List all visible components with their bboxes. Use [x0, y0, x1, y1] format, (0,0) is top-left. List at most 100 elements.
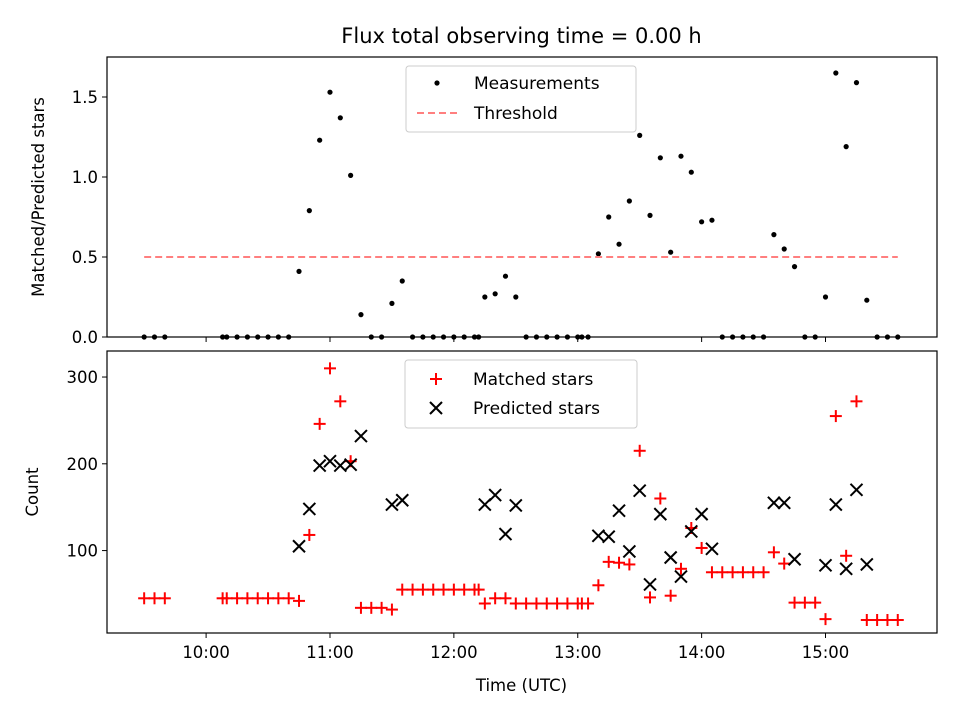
predicted-star-point	[787, 552, 802, 566]
predicted-star-point	[839, 562, 853, 576]
measurement-point	[358, 312, 364, 318]
top-ytick-label: 0.0	[72, 328, 98, 347]
matched-star-point	[499, 592, 512, 605]
matched-star-point	[530, 597, 543, 610]
measurement-point	[822, 294, 829, 300]
predicted-star-point	[602, 529, 616, 544]
bottom-y-axis-label: Count	[23, 467, 42, 517]
top-plot-frame	[106, 56, 938, 338]
predicted-star-point	[705, 542, 719, 556]
measurement-point	[843, 144, 849, 150]
predicted-star-point	[849, 483, 864, 497]
measurement-point	[337, 115, 343, 121]
top-axes: 0.0 0.5 1.0 1.5 Matched/Predicted stars Mea…	[29, 56, 938, 347]
matched-star-point	[654, 492, 667, 505]
legend-marker-measurements	[434, 80, 440, 86]
top-ytick-label: 0.5	[72, 248, 98, 267]
matched-star-point	[220, 592, 233, 605]
measurement-point	[399, 278, 405, 284]
top-y-axis-label: Matched/Predicted stars	[29, 97, 48, 297]
matched-star-point	[871, 613, 884, 626]
measurement-point	[317, 137, 323, 143]
matched-star-point	[323, 362, 336, 375]
predicted-star-point	[622, 544, 637, 559]
matched-star-point	[303, 528, 316, 541]
predicted-star-point	[653, 507, 668, 521]
measurement-point	[781, 246, 787, 252]
matched-star-point	[695, 541, 708, 554]
measurement-point	[492, 291, 498, 297]
predicted-star-point	[674, 569, 688, 584]
measurement-point	[482, 294, 488, 300]
matched-star-point	[767, 546, 780, 559]
matched-star-point	[778, 557, 791, 570]
measurement-point	[595, 251, 601, 257]
matched-star-point	[644, 591, 657, 604]
matched-star-point	[561, 597, 574, 610]
matched-star-point	[375, 601, 388, 614]
predicted-star-point	[354, 429, 368, 443]
predicted-star-point	[829, 497, 843, 512]
matched-star-point	[158, 592, 171, 605]
measurement-point	[626, 198, 632, 204]
top-ytick-label: 1.5	[72, 88, 98, 107]
matched-star-point	[633, 444, 646, 457]
bottom-xtick-label: 13:00	[554, 643, 602, 662]
measurement-point	[348, 172, 354, 178]
matched-star-point	[602, 555, 615, 568]
matched-star-point	[716, 566, 729, 579]
matched-star-point	[798, 596, 811, 609]
matched-star-point	[472, 583, 485, 596]
matched-star-point	[365, 601, 378, 614]
matched-star-point	[427, 583, 440, 596]
matched-star-point	[282, 592, 295, 605]
bottom-ytick-label: 300	[67, 368, 99, 387]
matched-star-point	[582, 597, 595, 610]
predicted-star-point	[663, 550, 678, 565]
predicted-star-point	[509, 498, 523, 513]
matched-star-point	[674, 562, 687, 575]
measurement-point	[833, 70, 839, 76]
bottom-xtick-label: 12:00	[430, 643, 478, 662]
bottom-x-axis-label: Time (UTC)	[475, 676, 567, 695]
matched-star-point	[406, 583, 419, 596]
predicted-star-point	[767, 496, 781, 510]
matched-star-point	[664, 589, 677, 602]
predicted-star-point	[343, 457, 358, 472]
matched-star-point	[809, 596, 822, 609]
predicted-star-point	[694, 507, 709, 521]
measurement-point	[678, 153, 684, 159]
predicted-star-point	[302, 502, 317, 516]
matched-star-point	[726, 566, 739, 579]
matched-star-point	[138, 592, 151, 605]
matched-star-point	[334, 395, 347, 408]
top-legend: Measurements Threshold	[405, 65, 637, 133]
measurement-point	[606, 214, 612, 220]
matched-star-point	[705, 566, 718, 579]
measurement-point	[502, 273, 509, 279]
matched-star-point	[478, 597, 491, 610]
legend-label-measurements: Measurements	[474, 74, 600, 94]
bottom-legend-box	[404, 359, 638, 429]
matched-star-point	[148, 592, 161, 605]
bottom-legend: Matched stars Predicted stars	[404, 359, 638, 429]
measurement-point	[864, 297, 870, 303]
matched-star-point	[241, 592, 254, 605]
top-ytick-label: 1.0	[72, 168, 98, 187]
legend-label-threshold: Threshold	[473, 104, 558, 124]
legend-marker-matched-stars	[430, 373, 442, 385]
legend-marker-predicted-stars	[429, 401, 443, 415]
bottom-plot-frame	[106, 350, 938, 634]
matched-star-point	[447, 583, 460, 596]
legend-label-matched-stars: Matched stars	[473, 370, 593, 390]
predicted-star-point	[312, 458, 327, 473]
bottom-ytick-label: 100	[67, 542, 99, 561]
matched-star-point	[458, 583, 471, 596]
predicted-star-point	[292, 539, 306, 553]
measurement-point	[389, 300, 395, 306]
matched-star-point	[251, 592, 264, 605]
matched-star-point	[385, 603, 398, 616]
measurement-point	[513, 294, 519, 300]
legend-label-predicted-stars: Predicted stars	[473, 399, 600, 419]
bottom-xtick-label: 11:00	[306, 643, 354, 662]
